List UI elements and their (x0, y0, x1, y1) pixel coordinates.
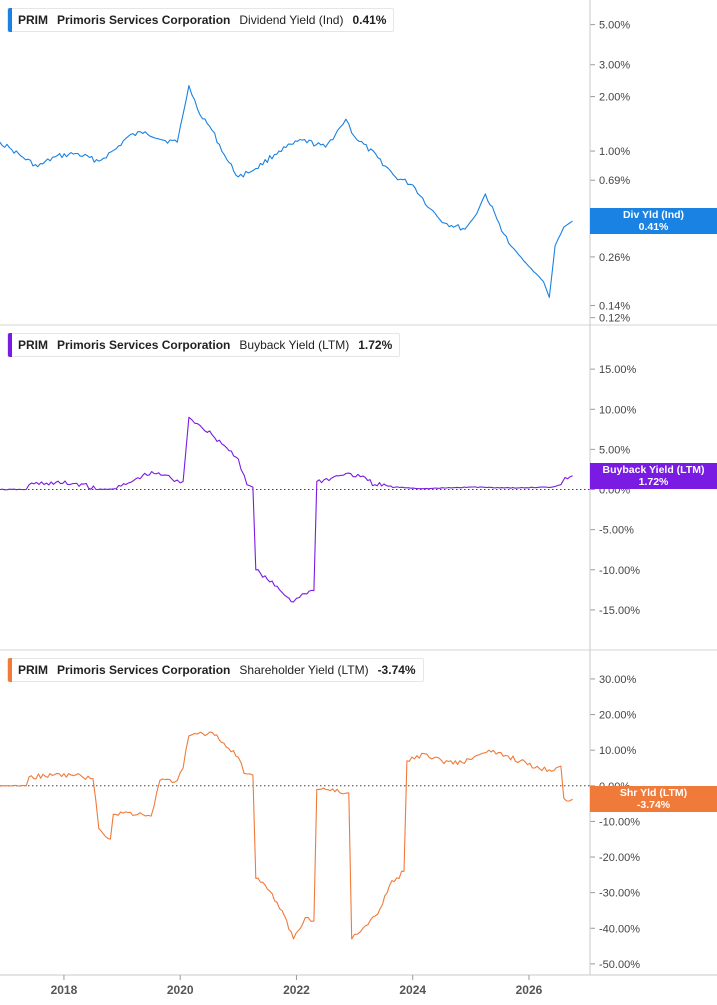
y-tick-label: -5.00% (599, 525, 634, 537)
y-tick-label: 2.00% (599, 92, 630, 104)
legend-value: -3.74% (377, 663, 416, 677)
legend-swatch (8, 333, 12, 357)
legend-company: Primoris Services Corporation (57, 663, 231, 677)
legend-company: Primoris Services Corporation (57, 13, 231, 27)
y-tick-label: 10.00% (599, 745, 637, 757)
y-tick-label: 15.00% (599, 364, 637, 376)
legend-value: 1.72% (358, 338, 393, 352)
y-tick-label: 0.12% (599, 313, 630, 325)
flag-metric: Shr Yld (LTM) (619, 787, 688, 799)
y-tick-label: 3.00% (599, 60, 630, 72)
legend-company: Primoris Services Corporation (57, 338, 231, 352)
y-tick-label: 5.00% (599, 20, 630, 32)
legend-1: PRIM Primoris Services Corporation Dividen… (7, 8, 395, 32)
x-tick-label: 2024 (399, 983, 426, 997)
legend-metric: Dividend Yield (Ind) (239, 13, 344, 27)
flag-value: 0.41% (638, 221, 669, 233)
y-tick-label: -40.00% (599, 923, 640, 935)
y-tick-label: -10.00% (599, 565, 640, 577)
y-tick-label: 5.00% (599, 444, 630, 456)
flag-value: 1.72% (638, 476, 669, 488)
value-flag-2: Buyback Yield (LTM) 1.72% (590, 463, 717, 489)
panel-2: 15.00%10.00%5.00%0.00%-5.00%-10.00%-15.0… (0, 324, 717, 650)
x-tick-label: 2022 (283, 983, 310, 997)
legend-ticker: PRIM (18, 663, 48, 677)
legend-swatch (8, 658, 12, 682)
legend-metric: Buyback Yield (LTM) (239, 338, 350, 352)
legend-metric: Shareholder Yield (LTM) (239, 663, 369, 677)
x-tick-label: 2020 (167, 983, 194, 997)
y-tick-label: 30.00% (599, 674, 637, 686)
y-tick-label: -50.00% (599, 959, 640, 971)
flag-metric: Div Yld (Ind) (622, 209, 685, 221)
x-tick-label: 2026 (516, 983, 543, 997)
legend-3: PRIM Primoris Services Corporation Shareho… (7, 658, 424, 682)
legend-ticker: PRIM (18, 338, 48, 352)
x-tick-label: 2018 (51, 983, 78, 997)
value-flag-1: Div Yld (Ind) 0.41% (590, 208, 717, 234)
flag-value: -3.74% (636, 799, 671, 811)
y-tick-label: 20.00% (599, 710, 637, 722)
legend-ticker: PRIM (18, 13, 48, 27)
panel-1: 5.00%3.00%2.00%1.00%0.69%0.37%0.26%0.14%… (0, 0, 630, 325)
y-tick-label: 10.00% (599, 404, 637, 416)
value-flag-3: Shr Yld (LTM) -3.74% (590, 786, 717, 812)
y-tick-label: 1.00% (599, 146, 630, 158)
series-line (0, 416, 573, 603)
legend-value: 0.41% (352, 13, 387, 27)
series-line (0, 731, 573, 940)
legend-2: PRIM Primoris Services Corporation Buyback… (7, 333, 401, 357)
y-tick-label: 0.14% (599, 301, 630, 313)
flag-metric: Buyback Yield (LTM) (602, 464, 705, 476)
y-tick-label: -30.00% (599, 888, 640, 900)
y-tick-label: -15.00% (599, 605, 640, 617)
y-tick-label: -10.00% (599, 816, 640, 828)
y-tick-label: 0.26% (599, 252, 630, 264)
y-tick-label: 0.69% (599, 175, 630, 187)
x-axis: 2018 2020 2022 2024 2026 (0, 974, 717, 997)
legend-swatch (8, 8, 12, 32)
y-tick-label: -20.00% (599, 852, 640, 864)
series-line (0, 85, 573, 299)
panel-3: 30.00%20.00%10.00%0.00%-10.00%-20.00%-30… (0, 649, 717, 975)
